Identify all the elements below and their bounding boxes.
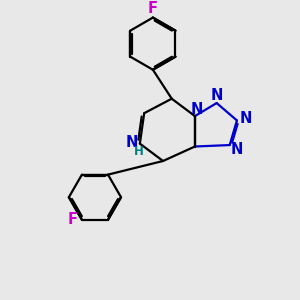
Text: N: N [126,135,138,150]
Text: F: F [148,2,158,16]
Text: N: N [211,88,224,103]
Text: H: H [134,145,143,158]
Text: N: N [240,112,252,127]
Text: N: N [231,142,243,157]
Text: F: F [68,212,78,227]
Text: N: N [190,102,202,117]
